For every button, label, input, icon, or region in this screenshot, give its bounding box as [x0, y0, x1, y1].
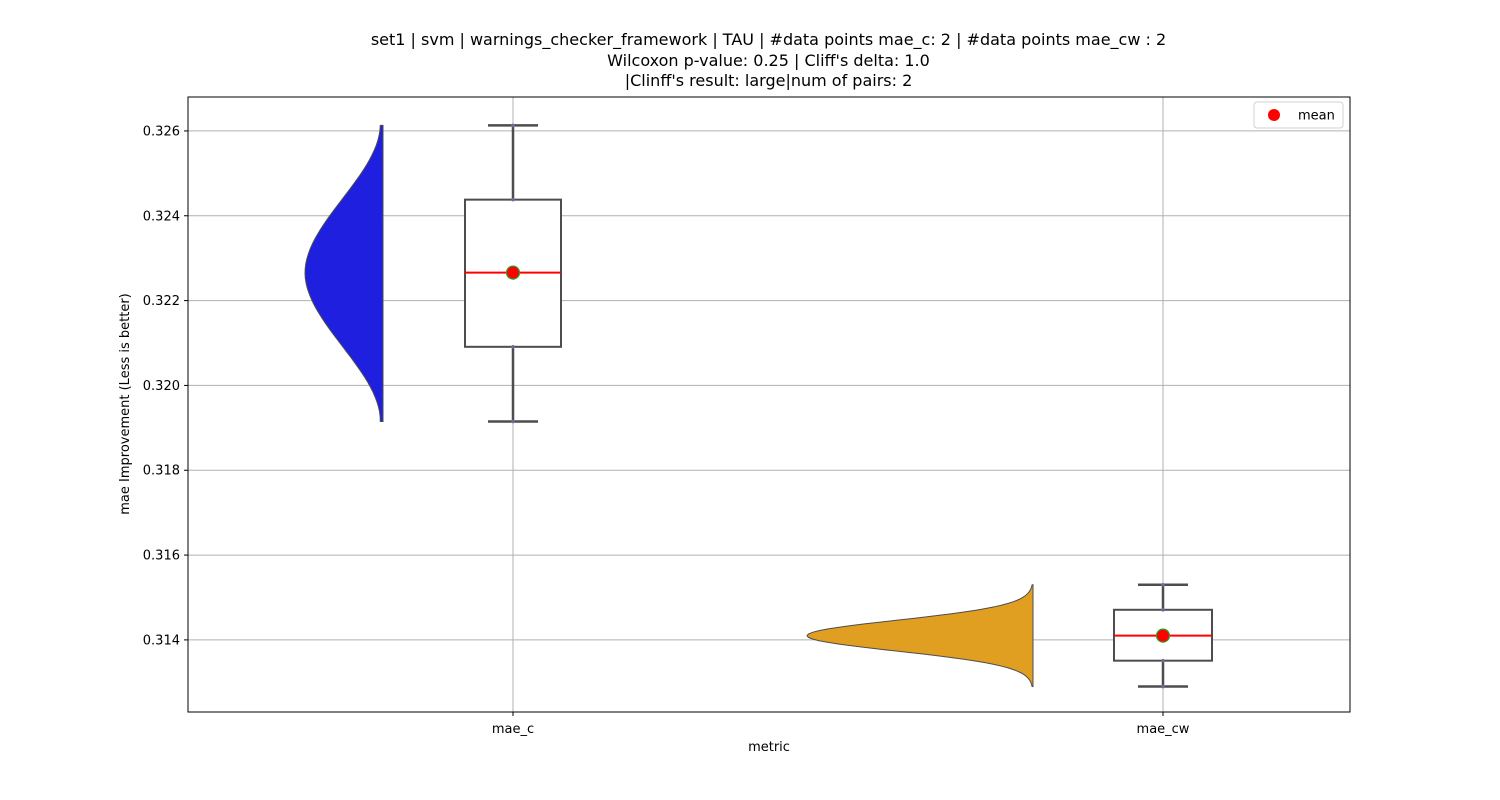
y-tick-label: 0.320: [143, 379, 180, 394]
y-tick-label: 0.314: [143, 633, 180, 648]
legend-box: [1253, 101, 1344, 129]
legend-mean-marker: [1268, 109, 1280, 121]
y-axis-ticks: 0.314 0.316 0.318 0.320 0.322 0.324 0.326: [143, 124, 188, 648]
x-axis-label: metric: [748, 740, 790, 755]
y-tick-label: 0.324: [143, 209, 180, 224]
violin-mae_cw: [806, 584, 1034, 688]
y-tick-label: 0.316: [143, 549, 180, 564]
data-point-mae_c: [511, 197, 515, 202]
y-tick-label: 0.318: [143, 464, 180, 479]
data-point-mae_c: [511, 345, 515, 349]
y-axis-label: mae Improvement (Less is better): [118, 293, 133, 514]
violin-mae_c: [304, 124, 384, 423]
data-point-mae_cw: [1161, 582, 1165, 587]
boxplots: [464, 123, 1213, 689]
data-point-mae_c: [511, 123, 515, 128]
y-tick-label: 0.326: [143, 124, 180, 139]
data-point-mae_c: [511, 419, 515, 424]
data-point-mae_cw: [1161, 684, 1165, 689]
title-line-1: set1 | svm | warnings_checker_framework …: [370, 30, 1167, 49]
violins: [304, 124, 1034, 688]
mean-marker-mae_cw: [1155, 628, 1171, 643]
legend-mean-label: mean: [1298, 109, 1335, 124]
y-tick-label: 0.322: [143, 294, 180, 309]
legend: mean: [1253, 101, 1344, 129]
x-axis-ticks: mae_c mae_cw: [492, 712, 1190, 737]
title-line-2: Wilcoxon p-value: 0.25 | Cliff's delta: …: [607, 50, 930, 70]
data-point-mae_cw: [1161, 658, 1165, 663]
x-tick-label: mae_c: [492, 722, 534, 737]
mean-marker-mae_c: [505, 265, 521, 280]
title-line-3: |Clinff's result: large|num of pairs: 2: [624, 71, 913, 90]
x-tick-label: mae_cw: [1137, 722, 1190, 737]
plot-frame: [187, 96, 1351, 713]
data-point-mae_cw: [1161, 607, 1165, 612]
chart-title: set1 | svm | warnings_checker_framework …: [0, 30, 1500, 92]
